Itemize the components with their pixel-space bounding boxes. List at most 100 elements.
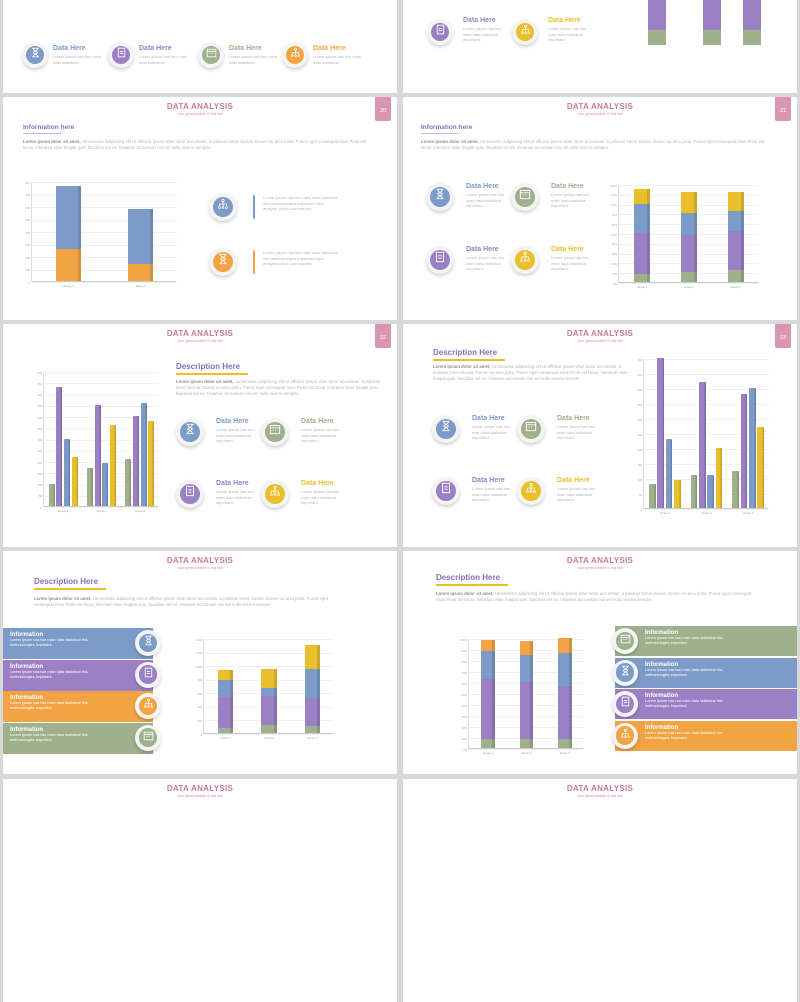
icon-button[interactable] (282, 42, 308, 68)
item-title: Data Here (557, 415, 590, 422)
icon-button[interactable] (261, 480, 289, 508)
item-title: Data Here (216, 418, 249, 425)
icon-button[interactable] (612, 691, 638, 717)
slide-title: DATA ANALYSIS (566, 329, 634, 338)
info-text: Lorem Ipsum has two main data statistica… (645, 667, 723, 677)
gridline (44, 484, 159, 486)
icon-button[interactable] (22, 42, 48, 68)
clipboard-icon (434, 23, 447, 41)
icon-badge (212, 196, 234, 218)
icon-badge (514, 249, 536, 271)
bar-segment (218, 727, 234, 733)
icon-button[interactable] (612, 628, 638, 654)
item-title: Data Here (301, 480, 334, 487)
icon-button[interactable] (209, 248, 237, 276)
bar-chart: 0 50 100 150 200 250 300 350 400 450 500 550 600 Grou… (37, 371, 159, 513)
bar-segment (261, 724, 277, 733)
paragraph-bold: Lorem ipsum dolor sit amet, (436, 591, 494, 596)
y-tick-label: 300 (37, 438, 42, 442)
item-text: Lorem Ipsum has two main data statistica… (557, 424, 596, 440)
bar-segment (218, 697, 234, 728)
icon-button[interactable] (511, 246, 539, 274)
gridline (204, 652, 334, 654)
icon-button[interactable] (612, 722, 638, 749)
icon-button[interactable] (432, 415, 460, 443)
x-tick-label: Group 1 (483, 751, 494, 755)
slide-title: DATA ANALYSIS (166, 102, 234, 111)
item-text: Lorem Ipsum has two main data statistica… (263, 195, 338, 211)
y-tick-label: 10% (461, 736, 467, 741)
icon-button[interactable] (176, 480, 204, 508)
icon-button[interactable] (426, 183, 454, 211)
bar-segment (55, 186, 81, 249)
y-tick-label: 450 (37, 404, 42, 409)
info-title: Information (645, 693, 678, 699)
icon-button[interactable] (135, 661, 161, 688)
y-tick-label: 0% (462, 747, 467, 752)
x-tick-label: Group 1 (58, 509, 69, 513)
gridline (44, 462, 159, 463)
icon-button[interactable] (612, 659, 638, 686)
info-text: Lorem Ipsum has two main data statistica… (10, 669, 88, 679)
bar-segment (558, 686, 572, 740)
icon-button[interactable] (517, 477, 545, 505)
info-bar: Information Lorem Ipsum has two main data… (615, 720, 797, 751)
paragraph-text: consectetur adipiscing elit Ut efficitur… (436, 591, 751, 602)
network-icon (518, 250, 532, 269)
y-tick-label: 500 (25, 218, 30, 222)
gridline (644, 434, 769, 435)
paragraph: Lorem ipsum dolor sit amet, consectetur … (34, 596, 339, 608)
gridline (644, 419, 769, 420)
clipboard-icon (142, 666, 155, 684)
network-icon (216, 197, 230, 216)
paragraph-bold: Lorem ipsum dolor sit amet, (421, 139, 479, 144)
icon-button[interactable] (176, 418, 204, 446)
icon-button[interactable] (427, 19, 453, 45)
item-text: Lorem Ipsum has two main data statistica… (466, 192, 505, 208)
section-heading: Description Here (34, 577, 99, 586)
x-tick-label: Group 2 (135, 284, 146, 288)
y-tick-label: 90% (461, 648, 467, 653)
gridline (644, 509, 769, 510)
x-tick-label: Group 1 (659, 511, 670, 515)
item-title: Data Here (463, 17, 496, 24)
y-tick-label: 80% (611, 203, 617, 208)
info-text: Lorem Ipsum has two main data statistica… (10, 701, 88, 710)
item-title: Data Here (548, 17, 581, 24)
y-tick-label: 1400 (195, 637, 202, 642)
bar-segment (634, 233, 651, 275)
icon-button[interactable] (512, 19, 538, 45)
bar (140, 402, 147, 506)
bar (71, 456, 78, 506)
page-number: 20 (375, 97, 391, 121)
icon-button[interactable] (209, 193, 237, 221)
icon-button[interactable] (135, 630, 161, 656)
bar-segment (218, 669, 234, 681)
icon-button[interactable] (135, 693, 161, 719)
bar-segment (727, 211, 744, 232)
y-tick-label: 30% (461, 714, 467, 719)
gridline (32, 182, 177, 183)
y-tick-label: 20% (611, 261, 617, 266)
icon-button[interactable] (261, 418, 289, 446)
info-title: Information (10, 695, 43, 701)
calendar-icon (524, 419, 538, 438)
section-heading: Description Here (433, 348, 498, 357)
icon-button[interactable] (432, 477, 460, 505)
y-tick-label: 400 (37, 415, 42, 420)
icon-button[interactable] (198, 42, 224, 68)
y-tick-label: 40% (461, 703, 467, 708)
x-tick-label: Group 2 (701, 511, 712, 515)
bar-segment (304, 668, 320, 700)
icon-button[interactable] (517, 415, 545, 443)
bar (63, 438, 71, 506)
slide-title: DATA ANALYSIS (566, 784, 634, 793)
icon-button[interactable] (426, 246, 454, 274)
y-tick-label: 800 (25, 180, 30, 185)
icon-button[interactable] (135, 724, 161, 751)
bar-segment (727, 270, 744, 282)
icon-button[interactable] (108, 42, 134, 68)
y-tick-label: 0 (200, 732, 202, 737)
icon-button[interactable] (511, 183, 539, 211)
y-tick-label: 250 (37, 449, 42, 454)
